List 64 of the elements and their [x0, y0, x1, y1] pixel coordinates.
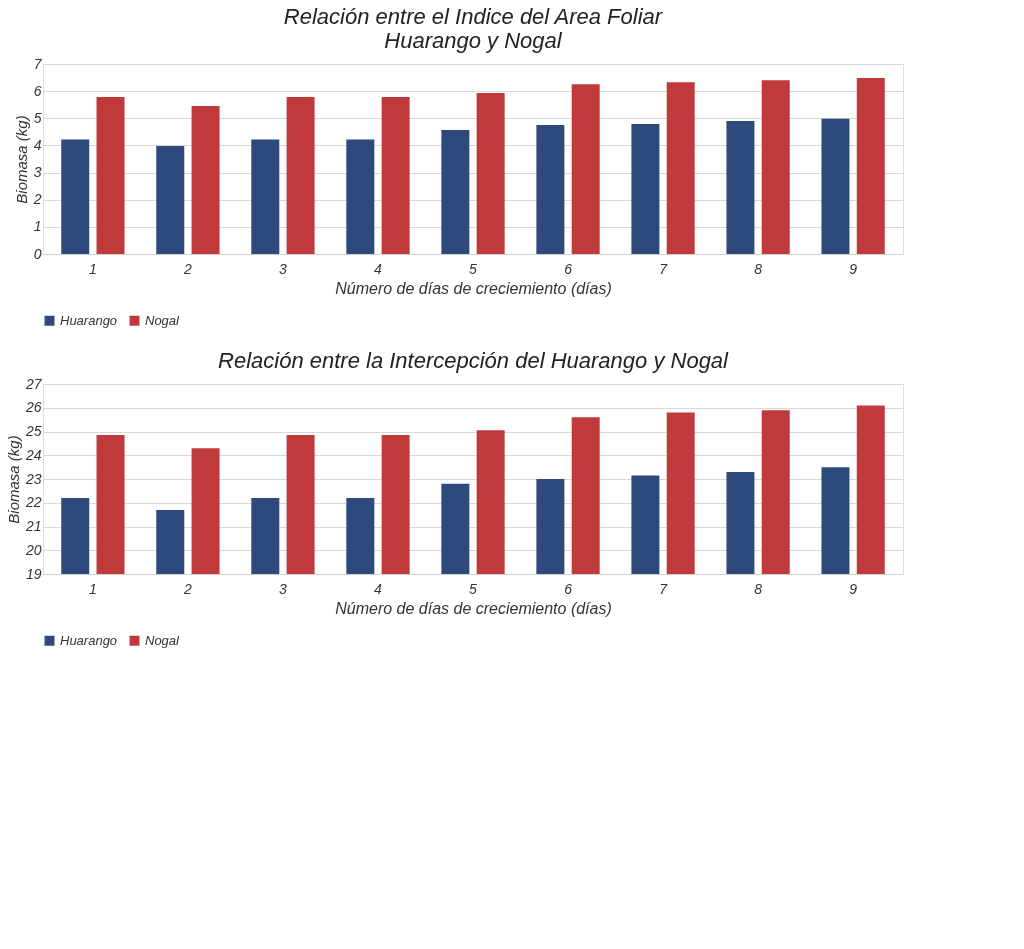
y-tick-label: 6: [33, 82, 42, 99]
x-tick-label: 2: [183, 260, 193, 277]
bar: [726, 121, 755, 254]
y-tick-label: 27: [24, 375, 43, 392]
bar: [381, 97, 410, 254]
bar: [251, 139, 280, 254]
legend-label: Huarango: [60, 632, 118, 648]
bar: [96, 97, 125, 254]
bar: [536, 125, 565, 254]
y-tick-label: 4: [33, 136, 42, 153]
bar: [286, 97, 315, 254]
y-tick-label: 21: [24, 518, 42, 534]
y-tick-label: 19: [25, 565, 42, 582]
bar: [856, 78, 885, 254]
y-tick-label: 26: [24, 399, 42, 416]
y-axis-title: Biomasa (kg): [4, 435, 22, 524]
x-tick-label: 1: [88, 580, 97, 597]
bar: [441, 129, 470, 254]
x-tick-label: 7: [659, 580, 669, 597]
y-tick-label: 3: [33, 164, 42, 181]
bar: [346, 139, 375, 254]
chart-title: Relación entre la Intercepción del Huarango y Nogal: [218, 348, 730, 373]
x-tick-label: 3: [279, 260, 288, 277]
x-tick-label: 9: [849, 580, 858, 597]
y-tick-label: 1: [33, 218, 42, 235]
x-tick-label: 4: [374, 580, 383, 597]
x-tick-label: 5: [469, 580, 478, 597]
y-tick-label: 20: [24, 541, 42, 558]
x-axis-title: Número de días de creciemiento (días): [335, 599, 612, 617]
bar: [156, 145, 185, 254]
x-tick-label: 9: [849, 260, 858, 277]
x-tick-label: 3: [279, 580, 288, 597]
x-tick-label: 6: [564, 260, 573, 277]
legend-label: Nogal: [145, 632, 181, 648]
bar: [666, 82, 695, 254]
y-axis-title: Biomasa (kg): [12, 115, 30, 204]
x-tick-label: 8: [754, 580, 763, 597]
y-tick-label: 2: [32, 191, 42, 208]
x-axis-title: Número de días de creciemiento (días): [335, 279, 612, 297]
text: Huarango y Nogal: [384, 28, 562, 53]
x-tick-label: 1: [88, 260, 97, 277]
x-tick-label: 5: [469, 260, 478, 277]
legend-label: Huarango: [60, 312, 118, 328]
y-tick-label: 22: [24, 494, 42, 511]
x-tick-label: 2: [183, 580, 193, 597]
bar: [821, 118, 850, 254]
x-tick-label: 8: [754, 260, 763, 277]
bar: [191, 106, 220, 254]
x-tick-label: 7: [659, 260, 669, 277]
x-tick-label: 6: [564, 580, 573, 597]
y-tick-label: 0: [33, 245, 42, 262]
legend-label: Nogal: [145, 312, 181, 328]
bar: [571, 84, 600, 254]
bar: [631, 123, 660, 254]
x-tick-label: 4: [374, 260, 383, 277]
bar: [476, 93, 505, 254]
y-tick-label: 23: [24, 470, 42, 487]
bar: [61, 139, 90, 254]
y-tick-label: 25: [24, 423, 42, 439]
y-tick-label: 7: [33, 55, 43, 72]
bar: [761, 80, 790, 254]
y-tick-label: 5: [33, 109, 42, 126]
y-tick-label: 24: [24, 446, 42, 463]
text: Relación entre el Indice del Area Foliar: [283, 4, 663, 29]
